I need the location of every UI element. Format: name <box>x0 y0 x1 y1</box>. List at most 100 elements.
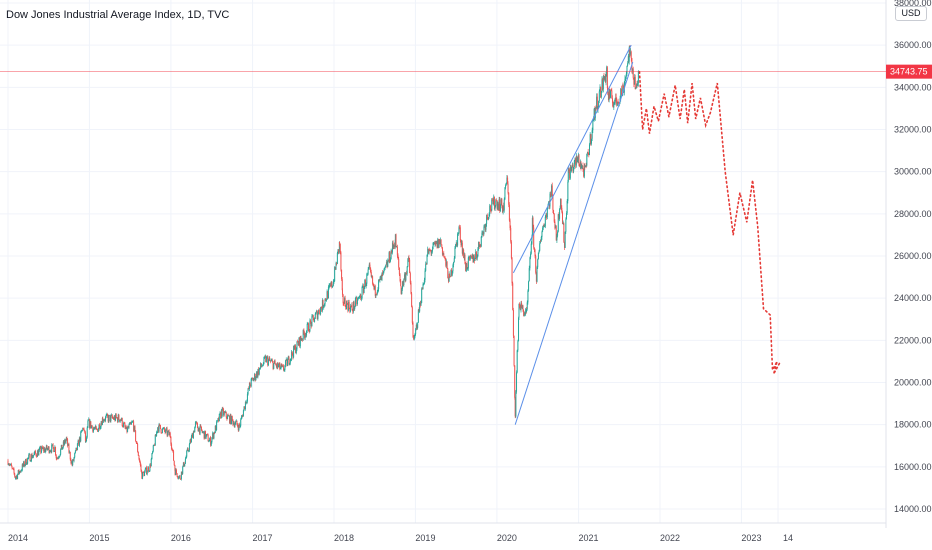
candle-body <box>593 118 595 121</box>
candle-body <box>248 382 250 389</box>
candle-body <box>45 449 47 452</box>
candle-body <box>453 258 455 263</box>
candle-body <box>404 274 406 281</box>
candle-body <box>273 360 275 364</box>
candle-body <box>473 256 475 263</box>
candle-body <box>40 450 42 453</box>
candle-body <box>364 280 366 287</box>
candle-body <box>97 428 99 432</box>
candle-body <box>294 345 296 350</box>
candle-body <box>555 225 557 229</box>
candle-body <box>335 263 337 270</box>
candle-body <box>158 424 160 432</box>
candle-body <box>157 427 159 432</box>
candle-body <box>76 443 78 450</box>
candle-body <box>180 478 182 480</box>
candle-body <box>211 437 213 442</box>
candle-body <box>137 443 139 452</box>
candle-body <box>281 364 283 367</box>
candle-body <box>310 322 312 327</box>
candle-body <box>219 412 221 414</box>
candle-body <box>64 439 66 445</box>
projection-line[interactable] <box>638 70 781 375</box>
candle-body <box>615 93 617 101</box>
candle-body <box>222 408 224 410</box>
candle-body <box>496 200 498 209</box>
candle-body <box>601 79 603 92</box>
candle-body <box>442 253 444 255</box>
candle-body <box>291 351 293 359</box>
candle-body <box>163 427 165 429</box>
candle-body <box>480 236 482 247</box>
candle-body <box>23 461 25 467</box>
candle-body <box>467 268 469 270</box>
candle-body <box>572 164 574 172</box>
candle-body <box>161 428 163 433</box>
candle-body <box>221 410 223 416</box>
candle-body <box>322 300 324 308</box>
candle-body <box>518 317 520 342</box>
candle-body <box>269 358 271 361</box>
candle-body <box>595 107 597 109</box>
candle-body <box>531 217 533 237</box>
candle-body <box>561 207 563 212</box>
candle-body <box>394 234 396 242</box>
time-axis[interactable]: 2014 2015 2016 2017 2018 2019 2020 2021 2022 2023… <box>8 533 793 543</box>
candle-body <box>334 267 336 282</box>
candle-body <box>145 467 147 470</box>
candle-body <box>7 460 9 465</box>
candle-body <box>490 210 492 211</box>
candle-body <box>70 459 72 464</box>
candle-body <box>444 257 446 259</box>
candle-body <box>597 106 599 111</box>
candle-body <box>120 419 122 421</box>
candle-body <box>451 269 453 276</box>
candle-body <box>179 475 181 479</box>
candle-body <box>494 205 496 210</box>
candle-body <box>602 76 604 90</box>
candle-body <box>510 228 512 242</box>
candle-body <box>389 252 391 262</box>
candle-body <box>103 420 105 422</box>
candle-body <box>278 362 280 366</box>
candle-body <box>625 76 627 79</box>
candle-body <box>433 242 435 244</box>
candle-body <box>116 417 118 419</box>
candle-body <box>11 466 13 468</box>
candle-body <box>606 67 608 89</box>
candle-body <box>455 242 457 245</box>
candle-body <box>540 237 542 242</box>
candle-body <box>105 415 107 417</box>
candle-body <box>272 361 274 369</box>
candle-body <box>616 100 618 106</box>
candle-body <box>267 359 269 366</box>
candle-body <box>50 450 52 453</box>
candle-body <box>169 433 171 438</box>
candle-body <box>150 464 152 467</box>
candle-body <box>512 283 514 311</box>
candle-body <box>459 227 461 241</box>
candle-body <box>633 77 635 85</box>
candle-body <box>584 165 586 168</box>
candle-body <box>19 471 21 474</box>
y-tick-label: 18000.00 <box>894 420 932 430</box>
trendline[interactable] <box>512 44 632 274</box>
candle-body <box>234 424 236 427</box>
candle-body <box>384 267 386 269</box>
trendline[interactable] <box>514 61 634 425</box>
candle-body <box>445 261 447 266</box>
candle-body <box>345 301 347 310</box>
candle-body <box>422 284 424 290</box>
candle-body <box>343 303 345 305</box>
y-tick-label: 24000.00 <box>894 293 932 303</box>
candle-body <box>24 464 26 467</box>
price-axis[interactable]: 14000.00 16000.00 18000.00 20000.00 22000.00… <box>894 0 932 514</box>
candle-body <box>498 199 500 211</box>
currency-label[interactable]: USD <box>895 6 927 21</box>
candle-body <box>626 65 628 74</box>
candle-body <box>129 422 131 425</box>
candle-body <box>414 333 416 337</box>
candle-body <box>578 155 580 166</box>
candle-body <box>316 310 318 320</box>
